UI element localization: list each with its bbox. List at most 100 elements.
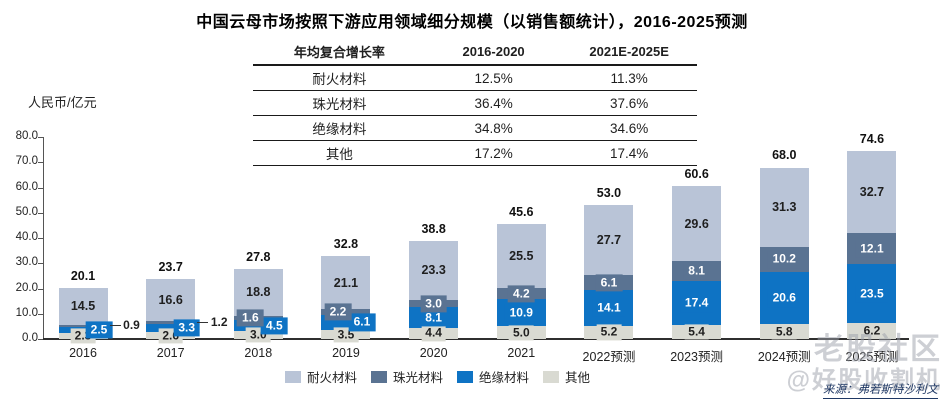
bar-total-label: 23.7 xyxy=(158,260,183,275)
cagr-value-2021e-2025e: 34.6% xyxy=(561,115,697,141)
bar-segment-耐火材料 xyxy=(58,287,108,325)
y-axis-tick-label: 20.0 xyxy=(15,281,38,294)
bar-total-label: 45.6 xyxy=(509,204,534,219)
segment-label-绝缘材料: 20.6 xyxy=(767,289,801,307)
y-axis-tick-label: 80.0 xyxy=(15,130,38,142)
bar-total-label: 60.6 xyxy=(684,166,709,181)
segment-label-珠光材料: 12.1 xyxy=(855,240,889,258)
segment-label-珠光材料: 4.2 xyxy=(507,284,535,303)
chart-legend: 耐火材料 珠光材料 绝缘材料 其他 xyxy=(285,367,685,386)
bar-total-label: 32.8 xyxy=(333,237,359,252)
bar-total-label: 74.6 xyxy=(859,131,885,146)
segment-label-耐火材料: 27.7 xyxy=(596,232,622,247)
y-axis-line xyxy=(43,137,44,340)
segment-callout-line-珠光材料 xyxy=(109,324,121,327)
cagr-value-2021e-2025e: 37.6% xyxy=(561,90,697,116)
segment-label-耐火材料: 32.7 xyxy=(859,185,885,200)
y-axis-tick-mark xyxy=(38,212,43,214)
legend-item-其他: 其他 xyxy=(543,367,590,386)
bar-total-label: 20.1 xyxy=(70,269,96,284)
segment-label-耐火材料: 21.1 xyxy=(333,275,359,290)
y-axis-tick-label: 30.0 xyxy=(15,256,38,269)
legend-swatch-icon xyxy=(543,370,560,383)
segment-label-耐火材料: 16.6 xyxy=(158,293,183,308)
legend-label: 其他 xyxy=(565,371,591,385)
segment-label-珠光材料: 8.1 xyxy=(683,262,710,280)
bar-segment-耐火材料 xyxy=(146,279,196,322)
y-axis-tick-mark xyxy=(38,162,43,164)
segment-label-耐火材料: 18.8 xyxy=(246,285,271,300)
x-axis-category-label: 2019 xyxy=(332,346,360,360)
bar-total-label: 27.8 xyxy=(246,249,271,264)
cagr-row-label: 其他 xyxy=(253,140,426,166)
segment-label-绝缘材料: 2.5 xyxy=(85,321,113,339)
page-title: 中国云母市场按照下游应用领域细分规模（以销售额统计），2016-2025预测 xyxy=(196,14,748,31)
bar-total-label: 53.0 xyxy=(596,186,622,201)
cagr-header-2016-2020: 2016-2020 xyxy=(425,40,562,66)
cagr-value-2016-2020: 36.4% xyxy=(425,90,562,116)
cagr-value-2021e-2025e: 17.4% xyxy=(561,140,697,166)
source-citation: 来源：弗若斯特沙利文 xyxy=(823,381,938,399)
y-axis-tick-label: 70.0 xyxy=(15,155,38,168)
cagr-table-row: 珠光材料 36.4% 37.6% xyxy=(253,90,697,116)
y-axis-tick-mark xyxy=(38,238,43,239)
y-axis-tick-mark xyxy=(38,263,43,265)
x-axis-category-label: 2020 xyxy=(419,346,448,360)
cagr-value-2016-2020: 34.8% xyxy=(425,115,562,141)
legend-item-绝缘材料: 绝缘材料 xyxy=(457,367,529,386)
cagr-table-row: 绝缘材料 34.8% 34.6% xyxy=(253,115,697,141)
bar-segment-耐火材料 xyxy=(759,167,809,247)
segment-label-耐火材料: 29.6 xyxy=(684,216,709,231)
cagr-value-2016-2020: 17.2% xyxy=(425,140,562,166)
segment-label-绝缘材料: 10.9 xyxy=(504,304,538,322)
bar-segment-耐火材料 xyxy=(233,268,283,317)
legend-swatch-icon xyxy=(457,370,474,383)
segment-label-其他: 5.2 xyxy=(596,324,622,341)
segment-label-其他: 4.4 xyxy=(421,325,446,342)
x-axis-category-label: 2024预测 xyxy=(757,350,811,364)
segment-label-绝缘材料: 14.1 xyxy=(592,299,626,317)
cagr-row-label: 耐火材料 xyxy=(253,65,426,91)
cagr-value-2016-2020: 12.5% xyxy=(425,65,562,91)
x-axis-category-label: 2022预测 xyxy=(582,350,636,364)
cagr-value-2021e-2025e: 11.3% xyxy=(561,65,697,91)
y-axis-tick-mark xyxy=(38,313,43,315)
y-axis-tick-mark xyxy=(38,339,43,340)
bar-total-label: 38.8 xyxy=(421,222,446,237)
x-axis-category-label: 2018 xyxy=(244,346,273,360)
bar-segment-耐火材料 xyxy=(321,255,371,310)
legend-label: 耐火材料 xyxy=(307,371,358,385)
segment-label-绝缘材料: 23.5 xyxy=(855,285,889,303)
segment-label-耐火材料: 31.3 xyxy=(772,200,797,215)
segment-label-珠光材料: 3.0 xyxy=(420,295,447,313)
cagr-table-row: 其他 17.2% 17.4% xyxy=(253,140,697,166)
bar-segment-耐火材料 xyxy=(584,204,634,275)
segment-label-其他: 5.4 xyxy=(684,324,709,340)
y-axis-tick-mark xyxy=(38,187,43,189)
y-axis-tick-label: 60.0 xyxy=(15,180,38,193)
segment-label-其他: 5.0 xyxy=(508,325,534,341)
y-axis-tick-label: 10.0 xyxy=(15,306,38,319)
legend-label: 绝缘材料 xyxy=(479,371,530,385)
y-axis-tick-mark xyxy=(38,288,43,290)
segment-label-珠光材料: 1.6 xyxy=(236,309,264,327)
bar-segment-耐火材料 xyxy=(496,223,546,289)
segment-label-珠光材料: 0.9 xyxy=(123,317,140,332)
segment-label-珠光材料: 6.1 xyxy=(595,273,623,292)
segment-label-珠光材料: 1.2 xyxy=(210,314,228,329)
bar-total-label: 68.0 xyxy=(772,148,797,163)
y-axis-tick-label: 50.0 xyxy=(15,205,38,218)
legend-swatch-icon xyxy=(285,370,301,383)
x-axis-category-label: 2017 xyxy=(156,346,185,360)
bar-segment-耐火材料 xyxy=(409,241,459,300)
legend-swatch-icon xyxy=(371,370,388,383)
segment-label-绝缘材料: 17.4 xyxy=(679,294,714,312)
segment-label-耐火材料: 23.3 xyxy=(421,263,446,278)
x-axis-category-label: 2016 xyxy=(69,346,97,360)
watermark-community: 老股社区 xyxy=(814,333,942,366)
segment-label-其他: 5.8 xyxy=(771,324,797,340)
segment-label-绝缘材料: 3.3 xyxy=(173,319,200,337)
bar-segment-耐火材料 xyxy=(672,186,722,261)
cagr-table-row: 耐火材料 12.5% 11.3% xyxy=(253,65,697,91)
